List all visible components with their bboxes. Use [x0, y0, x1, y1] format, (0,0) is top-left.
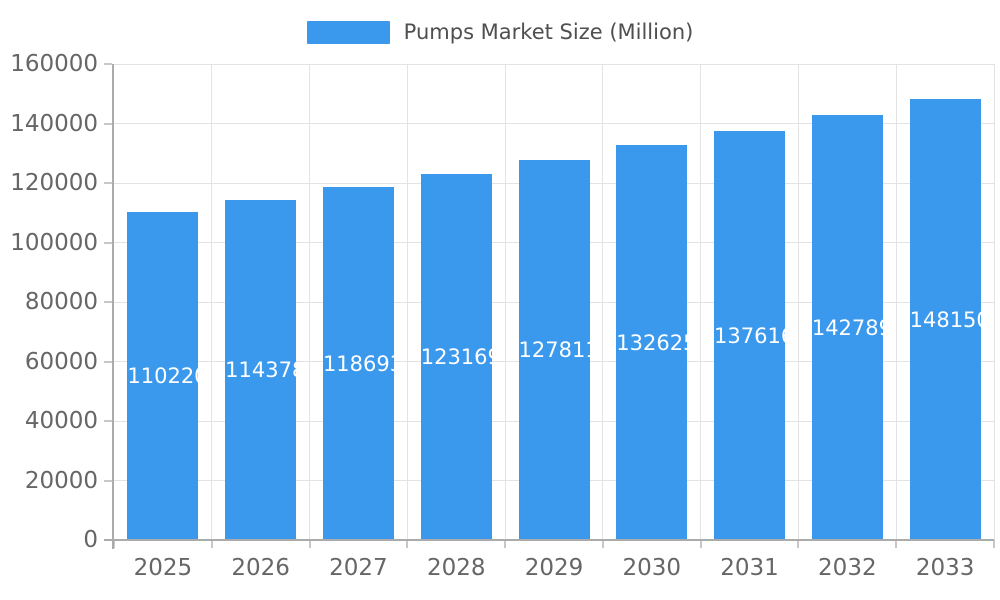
- legend[interactable]: Pumps Market Size (Million): [0, 18, 1000, 46]
- x-axis-label: 2030: [622, 555, 682, 581]
- y-axis-tick: [104, 301, 112, 303]
- vertical-gridline: [993, 64, 995, 540]
- x-axis-tick: [895, 540, 898, 548]
- x-axis-line: [104, 539, 994, 541]
- vertical-gridline: [895, 64, 897, 540]
- bar-2033[interactable]: 148150: [909, 99, 981, 540]
- legend-swatch: [306, 20, 390, 44]
- bar-value-label: 123169: [420, 345, 492, 369]
- y-axis-tick: [104, 63, 112, 65]
- x-axis-tick: [113, 540, 115, 548]
- bar-2029[interactable]: 127811: [518, 160, 590, 540]
- bar-2032[interactable]: 142789: [811, 115, 883, 540]
- vertical-gridline: [406, 64, 408, 540]
- y-axis-label: 160000: [10, 51, 98, 77]
- x-axis-tick: [406, 540, 409, 548]
- legend-label: Pumps Market Size (Million): [403, 20, 694, 44]
- plot-area: 0 20000 40000 60000 80000 100000 120000 140000 1…: [10, 51, 995, 581]
- y-axis-tick: [104, 122, 112, 125]
- x-axis-tick: [210, 540, 213, 548]
- y-axis-label: 100000: [10, 229, 98, 256]
- x-axis-label: 2028: [426, 555, 486, 581]
- x-axis-label: 2033: [915, 555, 975, 581]
- y-axis-tick: [104, 479, 112, 482]
- y-axis-tick: [104, 420, 112, 422]
- vertical-gridline: [309, 64, 311, 540]
- vertical-gridline: [797, 64, 799, 540]
- bar-value-label: 148150: [909, 307, 981, 332]
- bar-value-label: 142789: [811, 315, 883, 340]
- bar-value-label: 137616: [714, 323, 785, 348]
- x-axis-tick: [797, 540, 800, 548]
- horizontal-gridline: [114, 63, 994, 65]
- x-axis-tick: [504, 540, 507, 548]
- y-axis-label: 140000: [10, 110, 98, 137]
- bar-2025[interactable]: 110220: [127, 212, 199, 540]
- y-axis-label: 60000: [24, 348, 98, 375]
- bar-2026[interactable]: 114378: [225, 200, 297, 540]
- bar-2027[interactable]: 118693: [322, 187, 394, 540]
- x-axis-label: 2032: [818, 555, 877, 581]
- x-axis-tick: [601, 540, 604, 548]
- vertical-gridline: [211, 64, 213, 540]
- x-axis-label: 2031: [720, 555, 779, 581]
- vertical-gridline: [602, 64, 604, 540]
- y-axis-label: 20000: [24, 467, 98, 494]
- y-axis-tick: [104, 182, 112, 184]
- bar-value-label: 114378: [225, 358, 296, 382]
- x-axis-label: 2026: [231, 555, 290, 581]
- bar-value-label: 110220: [127, 364, 198, 388]
- bar-2030[interactable]: 132625: [616, 145, 688, 540]
- x-axis-label: 2029: [524, 555, 584, 581]
- bar-value-label: 132625: [616, 330, 687, 355]
- y-axis-tick: [104, 241, 112, 244]
- vertical-gridline: [700, 64, 702, 540]
- x-axis-tick: [993, 540, 995, 548]
- y-axis-label: 0: [83, 527, 98, 553]
- bar-value-label: 118693: [322, 351, 394, 376]
- vertical-gridline: [504, 64, 506, 540]
- y-axis-label: 120000: [10, 170, 98, 196]
- y-axis-label: 40000: [24, 408, 98, 434]
- y-axis-line: [112, 64, 114, 549]
- x-axis-tick: [699, 540, 702, 548]
- x-axis-tick: [308, 540, 311, 548]
- horizontal-gridline: [114, 123, 994, 124]
- bar-2028[interactable]: 123169: [420, 174, 492, 540]
- x-axis-label: 2027: [329, 555, 388, 581]
- bar-value-label: 127811: [518, 338, 590, 362]
- y-axis-tick: [104, 360, 112, 363]
- y-axis-label: 80000: [24, 289, 98, 315]
- x-axis-label: 2025: [133, 555, 193, 581]
- bar-2031[interactable]: 137616: [714, 131, 786, 540]
